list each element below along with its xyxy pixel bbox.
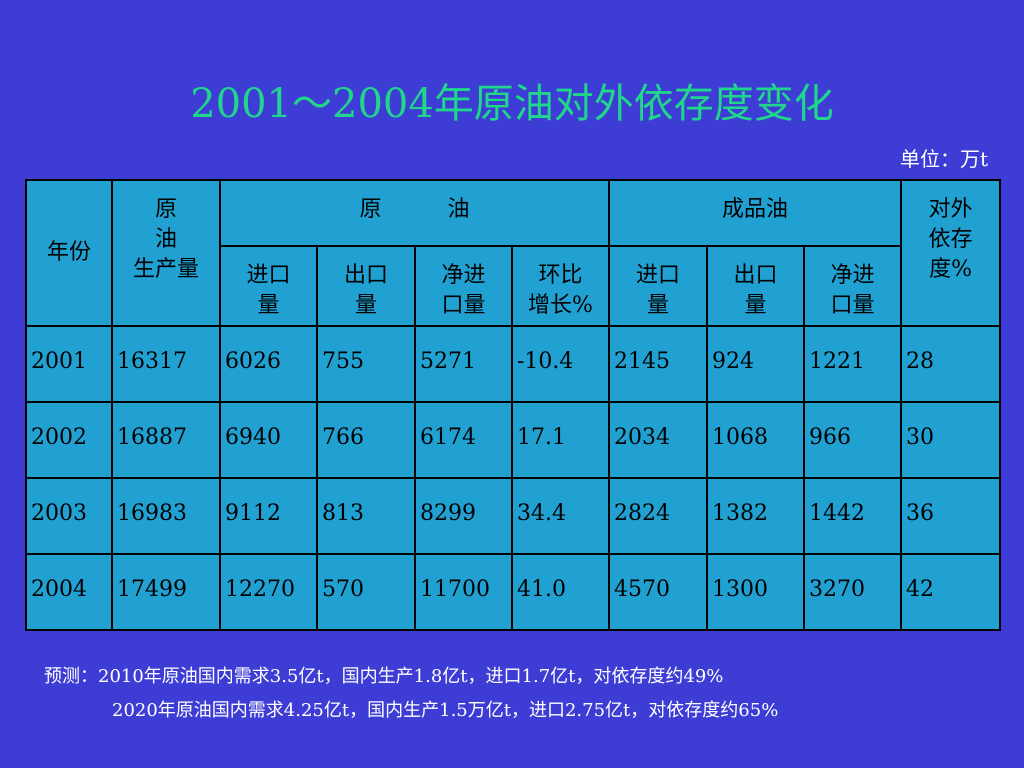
cell-crude-growth: 17.1	[510, 401, 611, 479]
oil-dependence-table: 年份 原 油 生产量 原 油 成品油 对外 依存 度% 进口 量 出口 量	[25, 179, 1002, 631]
header-dependence-line: 依存	[928, 227, 973, 252]
cell-year: 2003	[25, 477, 113, 555]
cell-production: 17499	[111, 553, 221, 631]
cell-dependence: 28	[900, 325, 1002, 403]
header-production-line: 生产量	[132, 257, 199, 282]
cell-dependence: 30	[900, 401, 1002, 479]
cell-production: 16983	[111, 477, 221, 555]
cell-product-net-import: 1221	[803, 325, 903, 403]
cell-crude-import: 12270	[219, 553, 318, 631]
cell-crude-net-import: 11700	[414, 553, 513, 631]
cell-crude-net-import: 8299	[414, 477, 513, 555]
cell-product-net-import: 3270	[803, 553, 903, 631]
header-line: 净进	[830, 263, 875, 288]
header-line: 量	[744, 293, 767, 318]
header-line: 进口	[246, 263, 291, 288]
header-dependence-line: 度%	[929, 257, 972, 282]
header-line: 环比	[538, 263, 583, 288]
cell-crude-import: 6026	[219, 325, 318, 403]
cell-crude-growth: -10.4	[510, 325, 611, 403]
cell-product-export: 1300	[706, 553, 806, 631]
header-line: 出口	[733, 263, 778, 288]
table-row: 2004 17499 12270 570 11700 41.0 4570 130…	[25, 553, 1002, 631]
table-row: 2001 16317 6026 755 5271 -10.4 2145 924 …	[25, 325, 1002, 403]
cell-crude-import: 9112	[219, 477, 318, 555]
forecast-note-2010: 预测：2010年原油国内需求3.5亿t，国内生产1.8亿t，进口1.7亿t，对依…	[44, 666, 724, 687]
cell-production: 16317	[111, 325, 221, 403]
cell-dependence: 42	[900, 553, 1002, 631]
cell-production: 16887	[111, 401, 221, 479]
cell-product-import: 2824	[608, 477, 709, 555]
header-crude-group: 原 油	[218, 179, 611, 247]
header-dependence-line: 对外	[928, 197, 973, 222]
cell-crude-export: 755	[316, 325, 416, 403]
header-production: 原 油 生产量	[111, 179, 221, 327]
header-line: 口量	[830, 293, 875, 318]
cell-dependence: 36	[900, 477, 1002, 555]
header-line: 进口	[636, 263, 681, 288]
cell-crude-net-import: 5271	[414, 325, 513, 403]
slide-title: 2001～2004年原油对外依存度变化	[190, 81, 834, 127]
cell-product-export: 1382	[706, 477, 806, 555]
forecast-notes: 预测：2010年原油国内需求3.5亿t，国内生产1.8亿t，进口1.7亿t，对依…	[44, 662, 778, 726]
header-line: 量	[354, 293, 377, 318]
header-line: 量	[257, 293, 280, 318]
header-crude-export: 出口 量	[316, 245, 416, 327]
header-crude-net-import: 净进 口量	[414, 245, 513, 327]
table-row: 2003 16983 9112 813 8299 34.4 2824 1382 …	[25, 477, 1002, 555]
cell-crude-import: 6940	[219, 401, 318, 479]
header-line: 增长%	[528, 293, 593, 318]
header-product-group: 成品油	[608, 179, 903, 247]
cell-product-import: 2145	[608, 325, 709, 403]
cell-crude-growth: 41.0	[510, 553, 611, 631]
header-product-net-import: 净进 口量	[803, 245, 903, 327]
cell-year: 2002	[25, 401, 113, 479]
unit-label: 单位：万t	[899, 147, 988, 171]
forecast-note-2020: 2020年原油国内需求4.25亿t，国内生产1.5万亿t，进口2.75亿t，对依…	[112, 700, 779, 721]
header-product-export: 出口 量	[706, 245, 806, 327]
header-crude-growth: 环比 增长%	[510, 245, 611, 327]
header-line: 量	[647, 293, 670, 318]
header-crude-import: 进口 量	[219, 245, 318, 327]
header-line: 出口	[343, 263, 388, 288]
header-production-line: 油	[154, 227, 177, 252]
header-year: 年份	[25, 179, 113, 327]
cell-crude-export: 766	[316, 401, 416, 479]
cell-year: 2001	[25, 325, 113, 403]
header-production-line: 原	[154, 197, 177, 222]
header-product-import: 进口 量	[608, 245, 709, 327]
cell-year: 2004	[25, 553, 113, 631]
cell-product-import: 2034	[608, 401, 709, 479]
header-dependence: 对外 依存 度%	[900, 179, 1002, 327]
cell-product-export: 1068	[706, 401, 806, 479]
header-line: 口量	[441, 293, 486, 318]
cell-product-export: 924	[706, 325, 806, 403]
cell-crude-net-import: 6174	[414, 401, 513, 479]
cell-crude-export: 570	[316, 553, 416, 631]
cell-product-net-import: 1442	[803, 477, 903, 555]
cell-crude-export: 813	[316, 477, 416, 555]
cell-crude-growth: 34.4	[510, 477, 611, 555]
table-row: 2002 16887 6940 766 6174 17.1 2034 1068 …	[25, 401, 1002, 479]
cell-product-import: 4570	[608, 553, 709, 631]
header-line: 净进	[441, 263, 486, 288]
cell-product-net-import: 966	[803, 401, 903, 479]
